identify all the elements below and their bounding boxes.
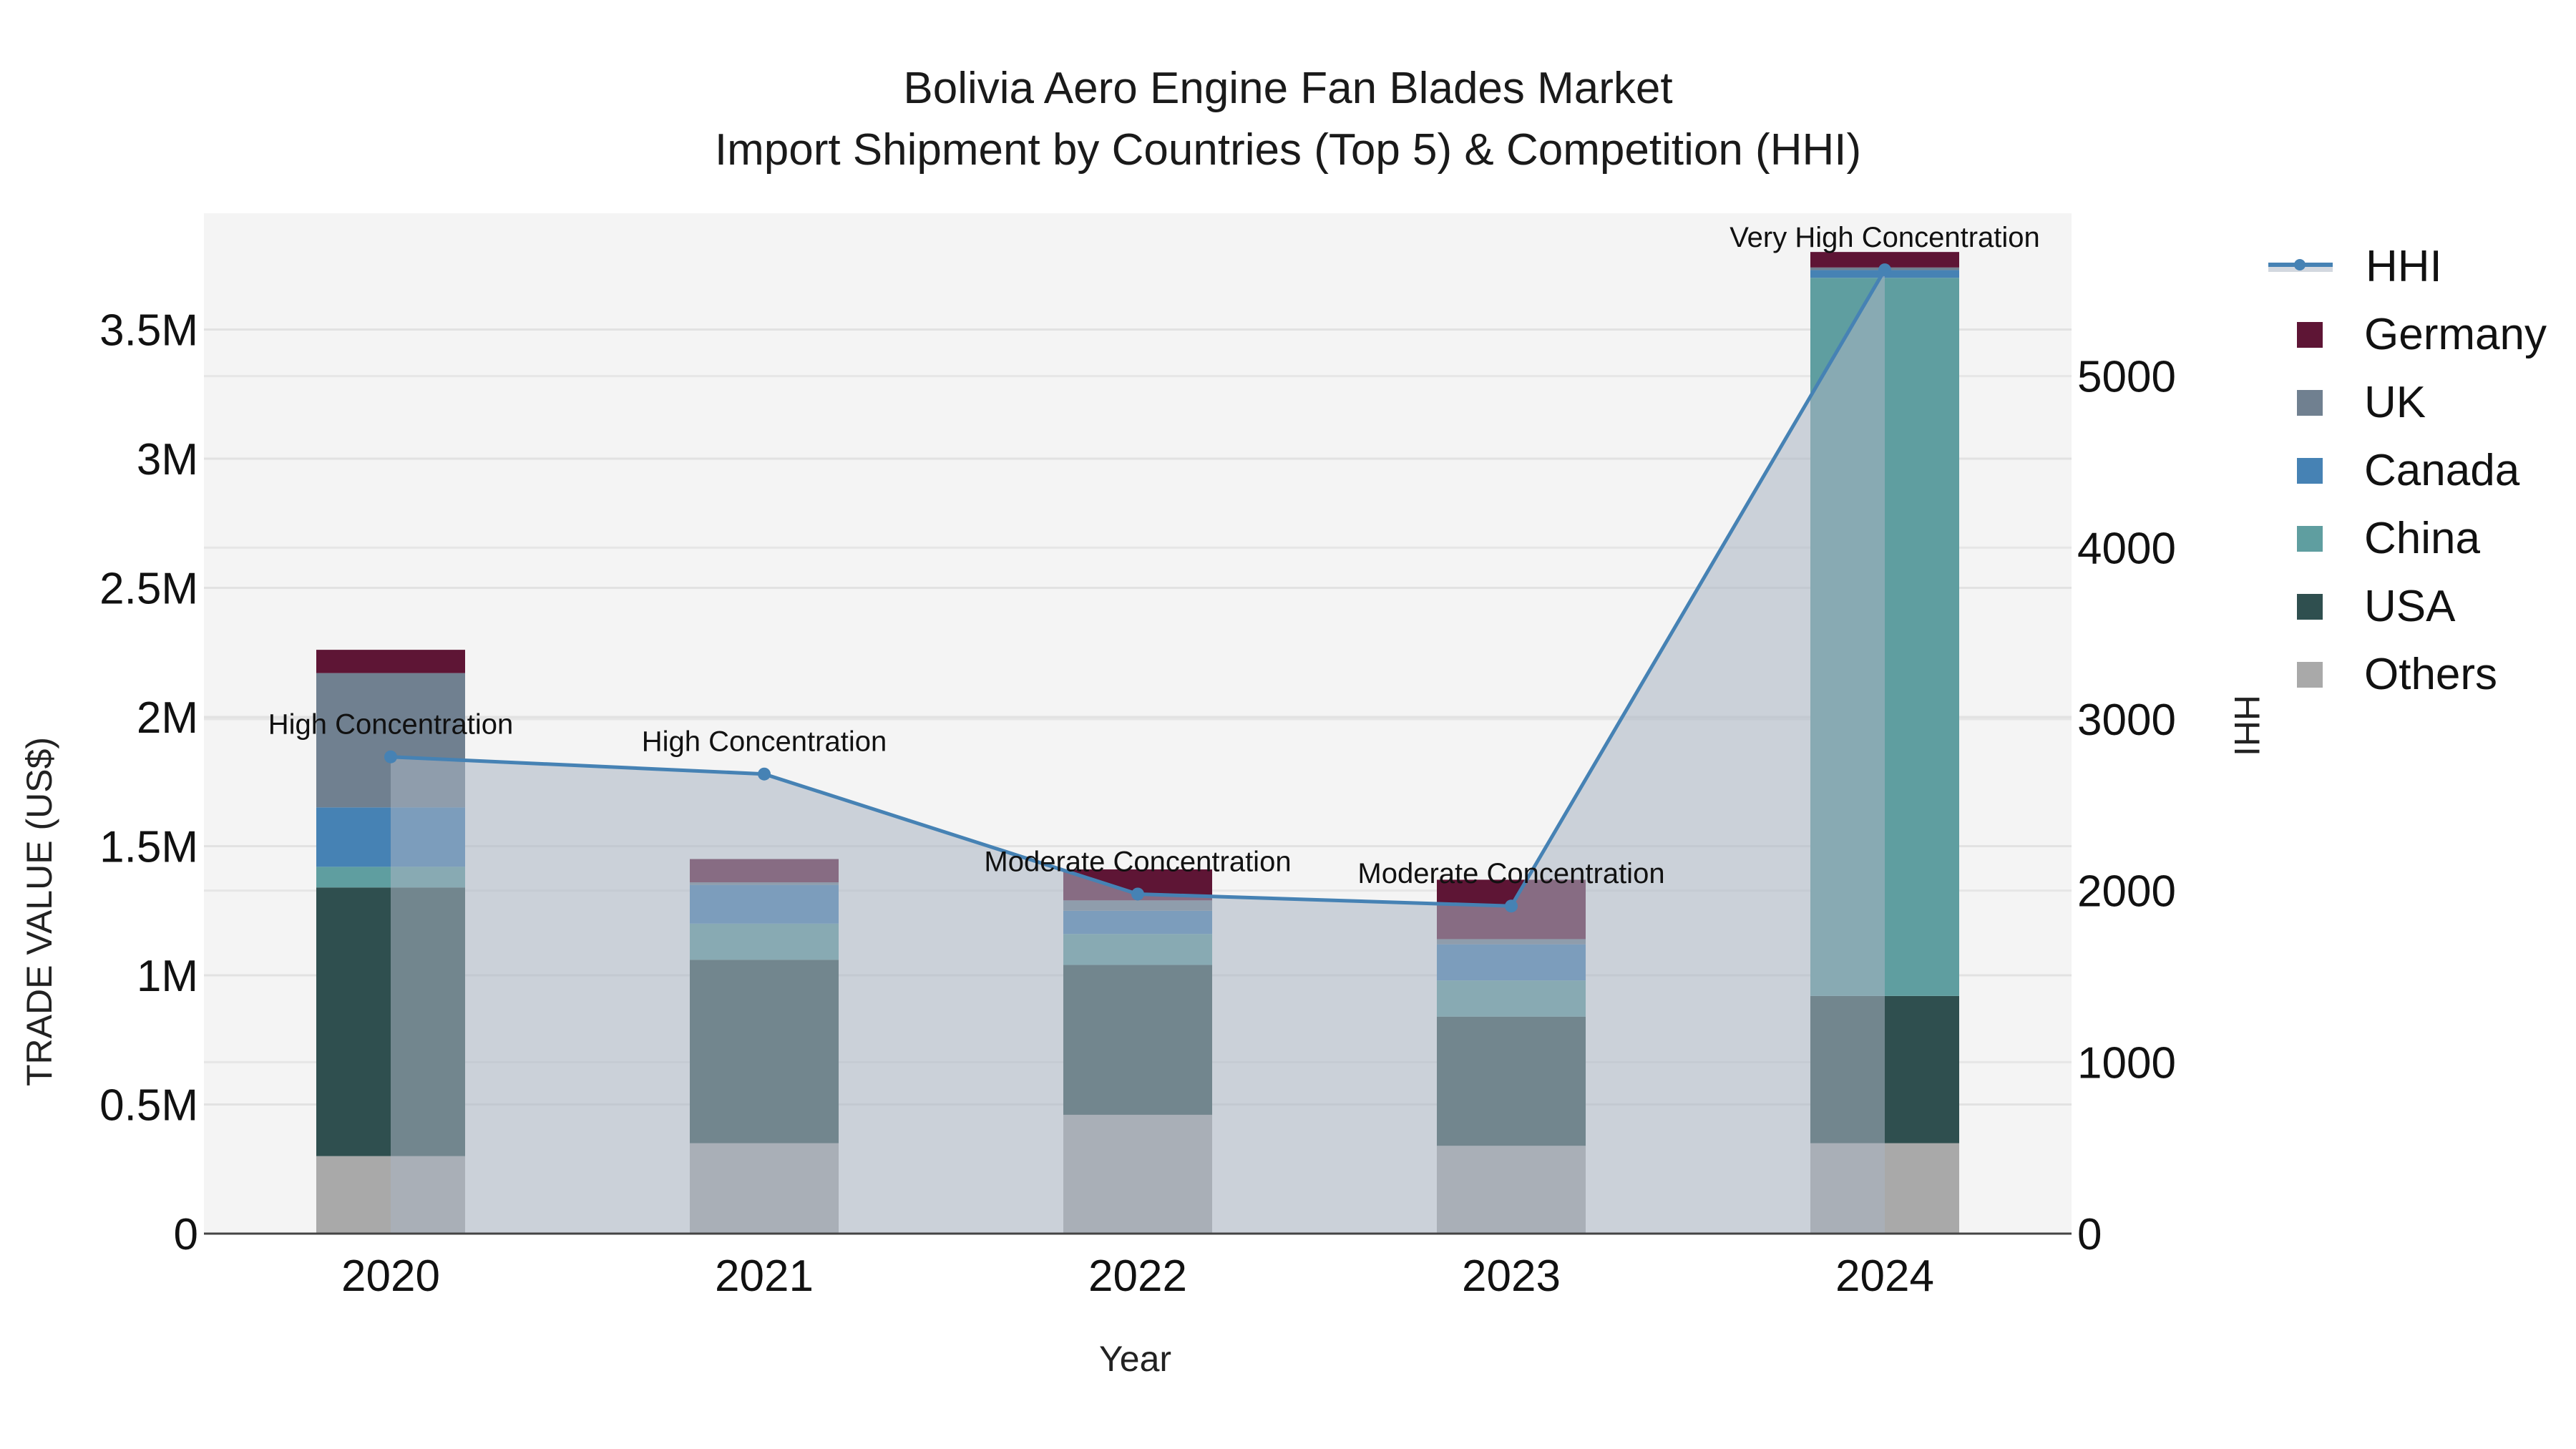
x-tick-label: 2021 [715, 1252, 814, 1301]
y-left-tick-label: 3M [137, 435, 198, 484]
bar-segment-germany[interactable] [1810, 252, 1959, 268]
chart-title-line1: Bolivia Aero Engine Fan Blades Market [903, 64, 1673, 113]
legend-label: Canada [2364, 446, 2520, 495]
hhi-annotation: Moderate Concentration [984, 846, 1291, 877]
y-left-tick-label: 3.5M [99, 306, 198, 355]
y-right-tick-label: 3000 [2077, 696, 2176, 745]
hhi-annotation: Very High Concentration [1729, 222, 2040, 253]
bar-segment-germany[interactable] [316, 650, 465, 673]
x-tick-label: 2022 [1088, 1252, 1187, 1301]
y-axis-left-title: TRADE VALUE (US$) [19, 736, 59, 1087]
color-swatch-icon [2297, 593, 2323, 620]
legend-label: UK [2364, 378, 2426, 427]
hhi-annotation: High Concentration [268, 709, 513, 741]
hhi-marker[interactable] [384, 750, 397, 763]
color-swatch-icon [2297, 525, 2323, 552]
y-left-tick-label: 1.5M [99, 822, 198, 872]
chart-title-line2: Import Shipment by Countries (Top 5) & C… [714, 125, 1862, 175]
hhi-marker[interactable] [1131, 887, 1144, 901]
legend-item-germany[interactable]: Germany [2268, 301, 2547, 369]
color-swatch-icon [2297, 389, 2323, 416]
hhi-marker[interactable] [758, 767, 771, 781]
hhi-annotation: Moderate Concentration [1357, 858, 1664, 889]
x-tick-label: 2023 [1462, 1252, 1561, 1301]
y-left-tick-label: 0.5M [99, 1080, 198, 1130]
y-right-tick-label: 4000 [2077, 524, 2176, 573]
legend-label: China [2364, 514, 2480, 563]
legend-item-canada[interactable]: Canada [2268, 436, 2547, 504]
color-swatch-icon [2297, 321, 2323, 348]
y-axis-right-title: HHI [2227, 694, 2267, 757]
legend-item-uk[interactable]: UK [2268, 369, 2547, 436]
x-axis-title: Year [1099, 1339, 1172, 1379]
hhi-area-fill [391, 270, 1885, 1234]
hhi-marker[interactable] [1878, 263, 1891, 277]
line-marker-icon [2268, 256, 2333, 278]
y-left-tick-label: 2.5M [99, 564, 198, 613]
legend-item-others[interactable]: Others [2268, 640, 2547, 708]
hhi-marker[interactable] [1505, 899, 1518, 913]
y-left-tick-label: 0 [174, 1210, 198, 1259]
x-tick-label: 2020 [341, 1252, 440, 1301]
y-right-tick-label: 1000 [2077, 1038, 2176, 1088]
x-tick-label: 2024 [1835, 1252, 1934, 1301]
y-right-tick-label: 0 [2077, 1210, 2102, 1259]
legend: HHI Germany UK Canada China USA Others [2268, 233, 2547, 708]
legend-item-usa[interactable]: USA [2268, 572, 2547, 640]
hhi-annotation: High Concentration [642, 726, 887, 758]
legend-label: HHI [2366, 242, 2442, 291]
y-left-tick-label: 2M [137, 693, 198, 743]
color-swatch-icon [2297, 457, 2323, 484]
color-swatch-icon [2297, 661, 2323, 688]
legend-label: Others [2364, 650, 2498, 699]
legend-label: Germany [2364, 310, 2547, 359]
legend-item-china[interactable]: China [2268, 504, 2547, 572]
y-right-tick-label: 2000 [2077, 867, 2176, 917]
y-right-tick-label: 5000 [2077, 353, 2176, 402]
legend-item-hhi[interactable]: HHI [2268, 233, 2547, 301]
y-left-tick-label: 1M [137, 952, 198, 1001]
legend-label: USA [2364, 582, 2456, 631]
